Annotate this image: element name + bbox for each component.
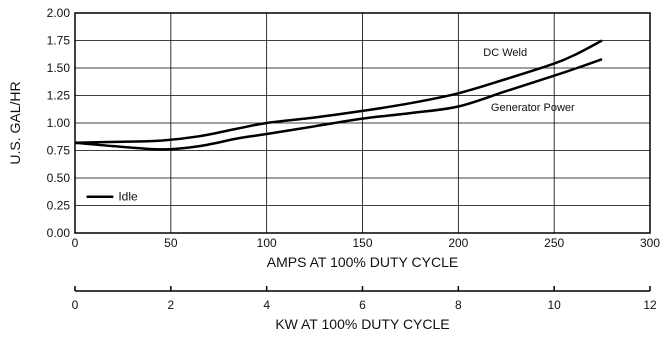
y-axis-title: U.S. GAL/HR — [7, 81, 23, 164]
legend-idle-label: Idle — [118, 190, 138, 204]
kw-tick-label: 8 — [455, 298, 462, 312]
y-tick-label: 1.25 — [47, 89, 71, 103]
x-tick-label: 200 — [448, 236, 468, 250]
series-line-dc-weld — [74, 39, 603, 145]
kw-tick-label: 2 — [167, 298, 174, 312]
x-tick-label: 150 — [352, 236, 372, 250]
series-label: DC Weld — [483, 47, 527, 59]
annotations: DC Weld Generator Power — [483, 47, 575, 114]
series-line-generator-power — [74, 58, 603, 151]
x-tick-label: 50 — [164, 236, 178, 250]
x-tick-label: 0 — [72, 236, 79, 250]
y-tick-label: 0.00 — [47, 226, 71, 240]
y-tick-label: 0.25 — [47, 199, 71, 213]
kw-tick-label: 10 — [547, 298, 561, 312]
y-tick-label: 1.00 — [47, 116, 71, 130]
y-tick-label: 1.50 — [47, 61, 71, 75]
x-tick-label: 250 — [544, 236, 564, 250]
y-tick-label: 0.75 — [47, 144, 71, 158]
kw-tick-label: 4 — [263, 298, 270, 312]
x-tick-label: 300 — [640, 236, 660, 250]
kw-tick-label: 6 — [359, 298, 366, 312]
legend: Idle — [86, 190, 138, 204]
series-group — [74, 39, 603, 151]
y-tick-label: 1.75 — [47, 34, 71, 48]
x-tick-label: 100 — [257, 236, 277, 250]
x-axis-title: AMPS AT 100% DUTY CYCLE — [267, 254, 458, 270]
y-tick-label: 0.50 — [47, 171, 71, 185]
x-axis-ticks: 0 50 100 150 200 250 300 — [72, 236, 660, 250]
kw-tick-label: 0 — [72, 298, 79, 312]
series-label: Generator Power — [491, 102, 575, 114]
kw-tick-label: 12 — [643, 298, 657, 312]
kw-axis: 0 2 4 6 8 10 12 — [72, 286, 657, 312]
grid-lines — [75, 13, 650, 233]
y-tick-label: 2.00 — [47, 6, 71, 20]
plot-frame — [74, 12, 651, 234]
kw-axis-title: KW AT 100% DUTY CYCLE — [275, 316, 449, 332]
y-axis-ticks: 0.00 0.25 0.50 0.75 1.00 1.25 1.50 1.75 2.00 — [47, 6, 71, 240]
